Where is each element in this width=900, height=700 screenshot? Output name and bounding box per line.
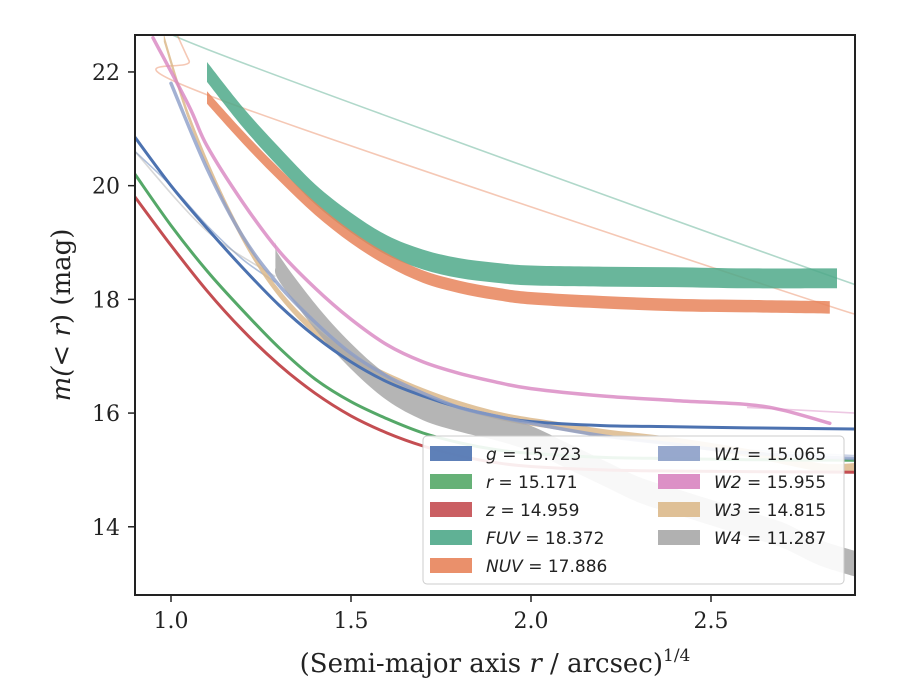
legend-swatch-w1 [658, 446, 700, 461]
legend-swatch-g [430, 446, 472, 461]
y-axis-label: m(< r) (mag) [47, 229, 77, 402]
series-g-faint-line [135, 150, 276, 283]
legend-swatch-fuv [430, 530, 472, 545]
series-w2-line [151, 36, 832, 426]
y-tick-label: 14 [92, 516, 120, 541]
legend: g = 15.723 r = 15.171 z = 14.959 FUV = 18.3… [422, 435, 845, 585]
y-axis-ticks: 14 16 18 20 22 [92, 61, 135, 541]
x-tick-label: 2.0 [514, 609, 549, 634]
legend-label-w4: W4 = 11.287 [714, 529, 826, 549]
series-nuv-faint-line [155, 35, 855, 316]
series-fuv-band [207, 62, 837, 289]
plot-frame [134, 34, 856, 596]
legend-label-fuv: FUV = 18.372 [486, 529, 604, 549]
y-tick-label: 16 [92, 402, 120, 427]
legend-label-r: r = 15.171 [486, 473, 578, 493]
legend-label-nuv: NUV = 17.886 [486, 557, 607, 577]
x-axis-label: (Semi-major axis r / arcsec)1/4 [300, 646, 691, 679]
legend-swatch-z [430, 502, 472, 517]
series-fuv-faint-line [170, 35, 855, 286]
legend-label-z: z = 14.959 [485, 501, 579, 521]
legend-swatch-w2 [658, 474, 700, 489]
x-tick-label: 1.5 [334, 609, 369, 634]
series-w2-faint-line [746, 406, 855, 414]
legend-swatch-nuv [430, 558, 472, 573]
legend-label-w3: W3 = 14.815 [714, 501, 826, 521]
legend-label-w2: W2 = 15.955 [714, 473, 826, 493]
series-lines [135, 36, 855, 474]
series-g-line [135, 135, 855, 431]
x-tick-label: 1.0 [154, 609, 189, 634]
legend-swatch-w4 [658, 530, 700, 545]
x-axis-ticks: 1.0 1.5 2.0 2.5 [154, 595, 729, 634]
ghost-lines [135, 35, 855, 457]
y-tick-label: 20 [92, 175, 120, 200]
x-tick-label: 2.5 [694, 609, 729, 634]
legend-label-g: g = 15.723 [486, 445, 581, 465]
y-tick-label: 22 [92, 61, 120, 86]
legend-swatch-w3 [658, 502, 700, 517]
legend-box [422, 435, 845, 585]
legend-label-w1: W1 = 15.065 [714, 445, 826, 465]
legend-swatch-r [430, 474, 472, 489]
y-tick-label: 18 [92, 288, 120, 313]
